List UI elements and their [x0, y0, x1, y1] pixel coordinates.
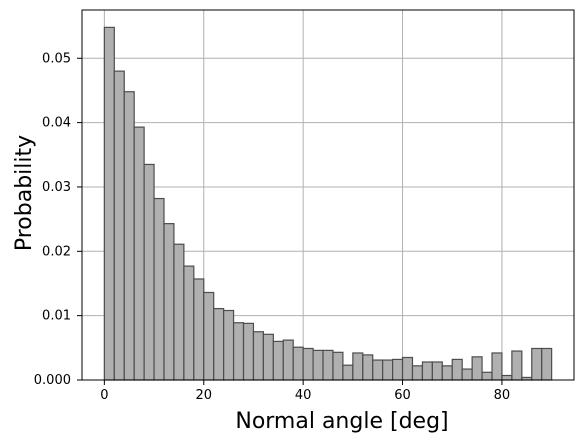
histogram-bar-29	[392, 358, 404, 381]
histogram-bar-26	[362, 354, 374, 381]
histogram-bar-8	[183, 265, 195, 381]
histogram-bar-39	[491, 352, 503, 381]
histogram-bar-0	[103, 26, 115, 381]
y-tick-label-1: 0.01	[42, 309, 71, 324]
histogram-bar-32	[421, 361, 433, 381]
histogram-bar-31	[411, 365, 424, 381]
x-tick-label-1: 20	[195, 388, 212, 403]
histogram-bar-20	[302, 347, 314, 381]
x-tick-label-2: 40	[295, 388, 312, 403]
histogram-bar-3	[133, 126, 145, 381]
histogram-bar-11	[213, 307, 225, 381]
histogram-bar-7	[173, 243, 185, 381]
histogram-bar-44	[541, 347, 553, 381]
histogram-bar-15	[252, 331, 264, 381]
histogram-bar-33	[431, 361, 443, 381]
histogram-bar-5	[153, 197, 165, 381]
tick-labels: 0 20 40 60 80 0.000 0.01 0.02 0.03 0.04 0.05	[34, 51, 510, 403]
histogram-bar-30	[401, 356, 414, 381]
histogram-bar-4	[143, 163, 155, 381]
histogram-bar-2	[123, 91, 135, 381]
histogram-bar-38	[481, 371, 493, 381]
histogram-bar-36	[461, 368, 473, 381]
histogram-bar-9	[193, 278, 205, 381]
histogram-bar-40	[501, 374, 513, 381]
histogram-bar-17	[272, 340, 284, 381]
plot-frame	[81, 9, 575, 381]
y-tick-label-5: 0.05	[42, 51, 71, 66]
histogram-bar-23	[332, 351, 344, 381]
histogram-bar-10	[203, 291, 215, 381]
y-tick-label-0: 0.000	[34, 373, 71, 388]
histogram-bar-37	[471, 356, 483, 381]
histogram-bar-14	[242, 322, 255, 381]
histogram-bar-34	[441, 365, 453, 381]
histogram-bar-28	[382, 359, 394, 381]
histogram-bars	[103, 26, 553, 381]
histogram-bar-18	[282, 339, 294, 381]
y-axis-label: Probability	[12, 135, 37, 251]
histogram-bar-21	[312, 349, 324, 381]
tick-marks	[77, 57, 503, 385]
histogram-bar-12	[223, 309, 235, 381]
x-tick-label-3: 60	[394, 388, 411, 403]
y-tick-label-2: 0.02	[42, 244, 71, 259]
histogram-bar-16	[262, 333, 274, 381]
histogram-bar-25	[352, 352, 364, 381]
histogram-bar-22	[322, 349, 334, 381]
histogram-bar-1	[113, 70, 125, 381]
histogram-bar-19	[292, 346, 304, 381]
y-tick-label-3: 0.03	[42, 180, 71, 195]
histogram-bar-41	[511, 350, 523, 381]
histogram-bar-6	[163, 223, 175, 381]
y-tick-label-4: 0.04	[42, 116, 71, 131]
histogram-bar-24	[342, 364, 354, 381]
x-axis-label: Normal angle [deg]	[235, 409, 448, 434]
x-tick-label-4: 80	[494, 388, 511, 403]
histogram-bar-43	[531, 347, 543, 381]
x-tick-label-0: 0	[100, 388, 108, 403]
histogram-bar-13	[232, 322, 245, 381]
histogram-bar-35	[451, 358, 463, 381]
plot-axes	[81, 9, 575, 381]
histogram-bar-27	[372, 359, 384, 381]
